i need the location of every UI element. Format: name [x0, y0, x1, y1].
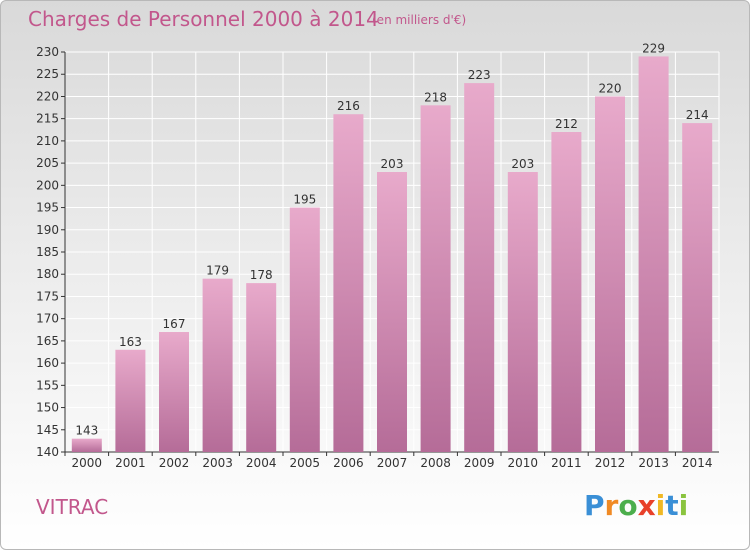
bar-2010	[507, 172, 538, 452]
value-label-2004: 178	[250, 268, 273, 282]
y-tick-label: 200	[36, 178, 59, 192]
value-label-2005: 195	[293, 193, 316, 207]
y-tick-label: 190	[36, 223, 59, 237]
x-tick-label: 2000	[72, 456, 103, 470]
value-label-2001: 163	[119, 335, 142, 349]
y-tick-label: 165	[36, 334, 59, 348]
logo-letter: r	[604, 489, 619, 522]
value-label-2013: 229	[642, 41, 665, 55]
y-tick-label: 155	[36, 378, 59, 392]
value-label-2000: 143	[75, 424, 98, 438]
bar-2003	[202, 278, 233, 452]
logo-letter: i	[678, 489, 689, 522]
bar-2008	[420, 105, 451, 452]
y-tick-label: 180	[36, 267, 59, 281]
bar-2000	[71, 438, 102, 452]
labels: 2000 143 2001 163 2002 167 2003 179 2004 178 2005 1…	[72, 41, 713, 470]
y-tick-label: 185	[36, 245, 59, 259]
bar-2011	[551, 132, 582, 452]
value-label-2012: 220	[599, 81, 622, 95]
logo-letter: P	[584, 489, 605, 522]
y-tick-label: 225	[36, 67, 59, 81]
logo-letter: o	[618, 489, 638, 522]
x-tick-label: 2006	[333, 456, 364, 470]
logo-letter: t	[665, 489, 679, 522]
value-label-2011: 212	[555, 117, 578, 131]
y-tick-label: 210	[36, 134, 59, 148]
x-tick-label: 2014	[682, 456, 713, 470]
bars	[71, 56, 713, 452]
x-tick-label: 2004	[246, 456, 277, 470]
value-label-2008: 218	[424, 90, 447, 104]
y-tick-label: 160	[36, 356, 59, 370]
x-tick-label: 2013	[638, 456, 669, 470]
bar-2007	[377, 172, 407, 452]
y-tick-label: 220	[36, 89, 59, 103]
value-label-2010: 203	[511, 157, 534, 171]
proxiti-logo: Proxiti	[584, 489, 688, 522]
bar-2009	[464, 83, 495, 452]
x-tick-label: 2011	[551, 456, 582, 470]
x-tick-label: 2012	[595, 456, 626, 470]
bar-2014	[682, 123, 713, 452]
bar-2013	[638, 56, 669, 452]
value-label-2007: 203	[381, 157, 404, 171]
x-tick-label: 2008	[420, 456, 451, 470]
x-tick-label: 2007	[377, 456, 408, 470]
bar-2004	[246, 283, 277, 452]
y-tick-label: 215	[36, 112, 59, 126]
logo-letter: i	[655, 489, 666, 522]
value-label-2002: 167	[163, 317, 186, 331]
value-label-2014: 214	[686, 108, 709, 122]
value-label-2009: 223	[468, 68, 491, 82]
bar-2001	[115, 349, 146, 452]
bar-2006	[333, 114, 364, 452]
bar-2012	[595, 96, 625, 452]
x-tick-label: 2009	[464, 456, 495, 470]
y-tick-label: 140	[36, 445, 59, 459]
x-tick-label: 2005	[290, 456, 321, 470]
x-tick-label: 2001	[115, 456, 146, 470]
y-tick-label: 195	[36, 201, 59, 215]
commune-name: VITRAC	[36, 495, 109, 519]
x-tick-label: 2003	[202, 456, 233, 470]
bar-2005	[289, 207, 320, 452]
y-tick-label: 175	[36, 289, 59, 303]
y-tick-label: 205	[36, 156, 59, 170]
chart-subtitle: (en milliers d'€)	[372, 13, 467, 27]
x-tick-label: 2002	[159, 456, 190, 470]
value-label-2006: 216	[337, 99, 360, 113]
value-label-2003: 179	[206, 264, 229, 278]
y-tick-label: 150	[36, 401, 59, 415]
x-tick-label: 2010	[508, 456, 539, 470]
y-tick-label: 230	[36, 45, 59, 59]
bar-2002	[159, 332, 189, 452]
y-tick-label: 145	[36, 423, 59, 437]
logo-letter: x	[637, 489, 656, 522]
chart-title: Charges de Personnel 2000 à 2014	[28, 7, 379, 31]
y-tick-label: 170	[36, 312, 59, 326]
